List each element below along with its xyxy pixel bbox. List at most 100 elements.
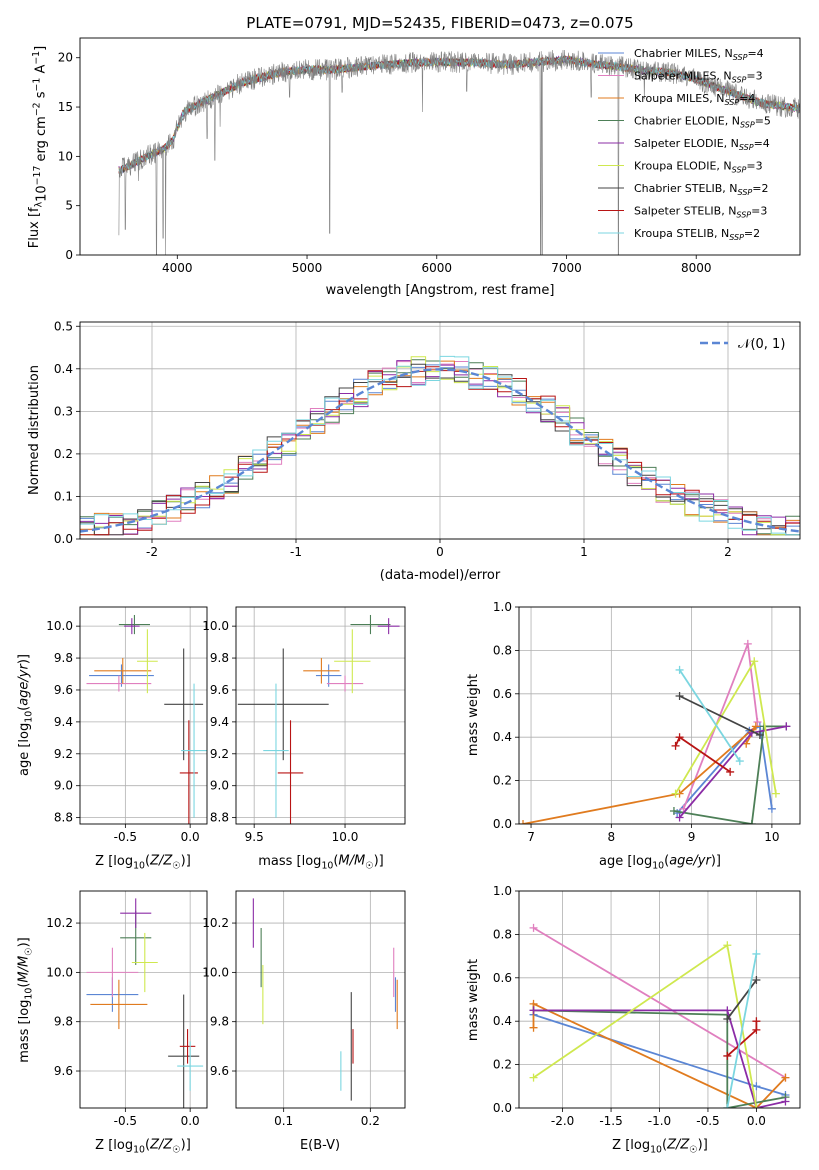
- mass-ylabel: mass [log10(M/M☉)]: [16, 937, 34, 1063]
- y-tick-label: 0.6: [493, 971, 512, 985]
- age-vs-mass-xlabel: mass [log10(M/M☉)]: [258, 853, 384, 871]
- y-tick-label: 0.8: [493, 927, 512, 941]
- salpeter_stelib-marker: [671, 741, 680, 750]
- legend-entry: Chabrier MILES, NSSP=4: [634, 47, 764, 62]
- legend-entry: Kroupa MILES, NSSP=4: [634, 92, 755, 107]
- y-tick-label: 0.1: [54, 489, 73, 503]
- ebv-xlabel: E(B-V): [300, 1138, 340, 1153]
- mass_vs_ebv-plot: [252, 898, 398, 1101]
- legend-entry: Chabrier ELODIE, NSSP=5: [634, 115, 771, 130]
- salpeter_stelib-weights: [674, 735, 731, 773]
- x-tick-label: 2: [724, 545, 732, 559]
- y-tick-label: 0.0: [493, 817, 512, 831]
- mass_vs_ebv-frame: [235, 890, 406, 1109]
- kroupa_stelib-marker: [735, 757, 744, 766]
- legend-entry: Salpeter ELODIE, NSSP=4: [634, 137, 770, 152]
- kroupa_stelib-weights: [678, 669, 741, 762]
- salpeter_elodie-marker: [781, 1097, 790, 1106]
- x-tick-label: 9.5: [245, 830, 264, 844]
- y-tick-label: 9.8: [54, 1015, 73, 1029]
- x-tick-label: -0.5: [114, 830, 137, 844]
- kroupa_elodie-marker: [750, 657, 759, 666]
- chabrier_stelib-weights: [726, 979, 758, 1020]
- salpeter_stelib-marker: [752, 1025, 761, 1034]
- weight-vs-age-ylabel: mass weight: [466, 674, 481, 756]
- weight-vs-age-xlabel: age [log10(age/yr)]: [599, 854, 721, 872]
- x-tick-label: 5000: [292, 261, 323, 275]
- mass_vs_Z-plot: [86, 898, 204, 1108]
- y-tick-label: 10.0: [46, 965, 73, 979]
- salpeter_miles-marker: [743, 639, 752, 648]
- y-tick-label: 9.2: [210, 747, 229, 761]
- y-tick-label: 9.6: [54, 1064, 73, 1078]
- y-tick-label: 9.8: [54, 651, 73, 665]
- x-tick-label: 0.0: [181, 830, 200, 844]
- mass_vs_Z-frame: [79, 890, 208, 1109]
- y-tick-label: 8.8: [54, 811, 73, 825]
- chabrier_stelib-marker: [675, 691, 684, 700]
- kroupa_miles-marker: [781, 1073, 790, 1082]
- salpeter_stelib-marker: [726, 767, 735, 776]
- histogram-legend-label: 𝒩(0, 1): [738, 337, 785, 352]
- age_vs_mass-axes: 9.5 10.0 8.8 9.0 9.2 9.4 9.6 9.8 10.0: [202, 607, 405, 844]
- spectrum-ylabel: Flux [fλ10−17 erg cm−2 s−1 A−1]: [27, 46, 50, 248]
- y-tick-label: 0.8: [493, 643, 512, 657]
- y-tick-label: 9.8: [210, 651, 229, 665]
- y-tick-label: 0.2: [493, 1058, 512, 1072]
- salpeter_miles-weights: [682, 643, 759, 810]
- legend-entry: Kroupa STELIB, NSSP=2: [634, 227, 760, 242]
- x-tick-label: 0.2: [361, 1114, 380, 1128]
- kroupa_stelib-marker: [675, 665, 684, 674]
- x-tick-label: 7000: [551, 261, 582, 275]
- x-tick-label: 6000: [421, 261, 452, 275]
- age_vs_Z-plot: [86, 614, 207, 824]
- mass-vs-z-xlabel: Z [log10(Z/Z☉)]: [95, 1137, 191, 1155]
- weight_vs_age-plot: [519, 639, 791, 824]
- residuals-frame: [79, 321, 801, 540]
- legend-entry: Kroupa ELODIE, NSSP=3: [634, 160, 763, 175]
- age-vs-z-xlabel: Z [log10(Z/Z☉)]: [95, 853, 191, 871]
- age_vs_mass-plot: [237, 614, 400, 824]
- legend-entry: Salpeter STELIB, NSSP=3: [634, 205, 767, 220]
- chabrier_elodie-marker: [669, 806, 678, 815]
- spectrum-axes: 4000 5000 6000 7000 8000 0 5 10 15 20: [58, 49, 800, 275]
- y-tick-label: 0.4: [54, 362, 73, 376]
- spectrum-plot: [118, 49, 800, 255]
- spectrum-xlabel: wavelength [Angstrom, rest frame]: [326, 283, 555, 298]
- histogram-xlabel: (data-model)/error: [380, 568, 501, 583]
- x-tick-label: 0.0: [747, 1114, 766, 1128]
- chabrier_stelib-weights: [679, 695, 761, 736]
- y-tick-label: 9.0: [54, 779, 73, 793]
- y-tick-label: 20: [58, 51, 73, 65]
- salpeter_miles-marker: [529, 923, 538, 932]
- y-tick-label: 9.6: [54, 683, 73, 697]
- kroupa_stelib-weights: [726, 953, 758, 1108]
- chabrier_miles-marker: [767, 804, 776, 813]
- x-tick-label: -0.5: [696, 1114, 719, 1128]
- spectrum-frame: [79, 37, 801, 256]
- x-tick-label: 0: [436, 545, 444, 559]
- y-tick-label: 0.4: [493, 730, 512, 744]
- y-tick-label: 9.2: [54, 747, 73, 761]
- chabrier_elodie-marker: [747, 820, 756, 824]
- kroupa_elodie-marker: [529, 1073, 538, 1082]
- weight_vs_Z-frame: [518, 890, 801, 1109]
- kroupa_elodie-weights: [532, 943, 758, 1108]
- weight_vs_age-axes: 7 8 9 10 0.0 0.2 0.4 0.6 0.8 1.0: [493, 600, 800, 844]
- salpeter_miles-weights: [533, 927, 786, 1079]
- y-tick-label: 0.0: [54, 532, 73, 546]
- y-tick-label: 0.3: [54, 404, 73, 418]
- y-tick-label: 8.8: [210, 811, 229, 825]
- x-tick-label: 1: [580, 545, 588, 559]
- y-tick-label: 0.2: [54, 447, 73, 461]
- y-tick-label: 9.6: [210, 683, 229, 697]
- salpeter_elodie-marker: [529, 1006, 538, 1015]
- y-tick-label: 9.4: [54, 715, 73, 729]
- kroupa_miles-marker: [519, 820, 528, 824]
- y-tick-label: 1.0: [493, 600, 512, 614]
- y-tick-label: 5: [65, 199, 73, 213]
- y-tick-label: 1.0: [493, 884, 512, 898]
- weight-vs-z-xlabel: Z [log10(Z/Z☉)]: [612, 1137, 708, 1155]
- kroupa_elodie-marker: [723, 941, 732, 950]
